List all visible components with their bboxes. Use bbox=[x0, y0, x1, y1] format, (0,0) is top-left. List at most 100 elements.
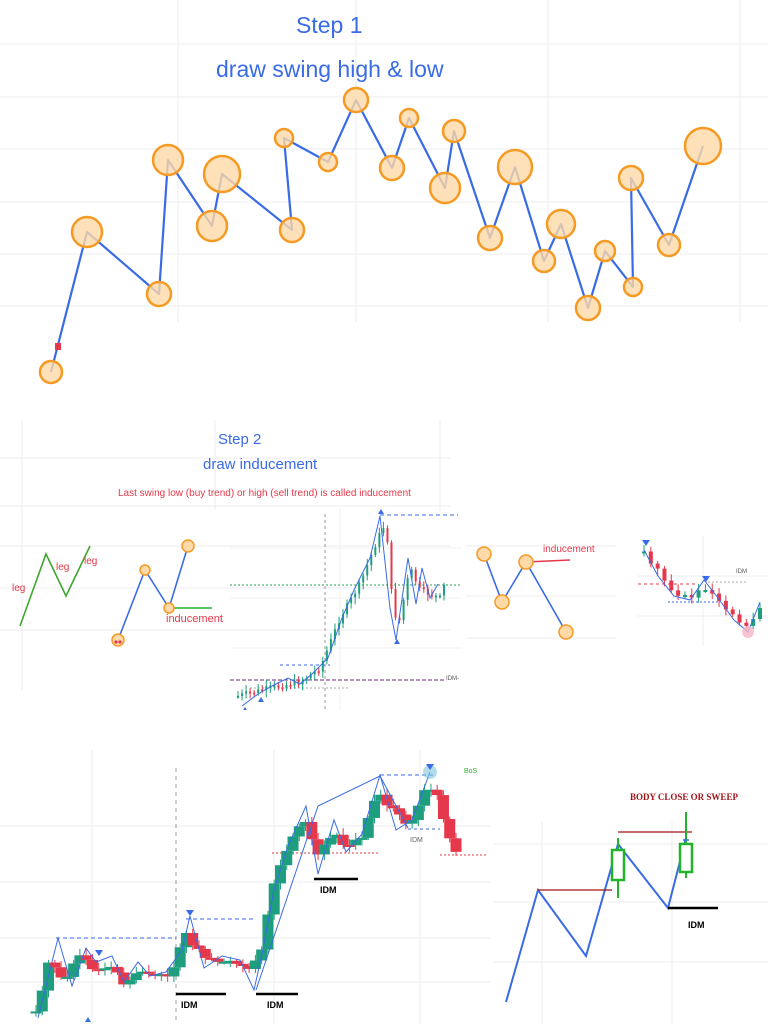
swing-point bbox=[545, 208, 577, 240]
candle bbox=[317, 671, 320, 674]
candle bbox=[293, 680, 296, 686]
swing-point bbox=[151, 143, 185, 177]
candle bbox=[406, 820, 418, 824]
tiny-candle bbox=[55, 343, 61, 350]
candle bbox=[412, 805, 424, 821]
candle bbox=[312, 839, 324, 855]
candle bbox=[400, 814, 412, 824]
swing-point bbox=[342, 86, 370, 114]
candle bbox=[287, 836, 299, 851]
candle bbox=[162, 974, 174, 977]
candle bbox=[751, 619, 756, 626]
candle bbox=[218, 961, 230, 964]
candle bbox=[410, 569, 413, 579]
candle bbox=[325, 650, 328, 661]
candle bbox=[281, 850, 293, 866]
swing-point bbox=[317, 151, 339, 173]
swing-point bbox=[278, 216, 306, 244]
candle bbox=[362, 575, 365, 583]
candle bbox=[329, 639, 332, 651]
candle bbox=[676, 590, 681, 596]
candle bbox=[281, 687, 284, 690]
candle bbox=[425, 789, 437, 792]
swing-point bbox=[378, 154, 406, 182]
candle bbox=[655, 563, 660, 569]
candle bbox=[124, 980, 136, 985]
candle bbox=[261, 689, 264, 692]
candle bbox=[394, 589, 397, 618]
candle bbox=[55, 967, 67, 978]
candle bbox=[378, 533, 381, 548]
candle bbox=[337, 834, 349, 845]
candle bbox=[262, 914, 274, 950]
step4-title: BODY CLOSE OR SWEEP bbox=[630, 792, 738, 802]
candle bbox=[249, 960, 261, 969]
candle bbox=[343, 844, 355, 847]
idm-label: IDM bbox=[410, 837, 423, 844]
candle bbox=[300, 821, 312, 827]
candle bbox=[285, 684, 288, 689]
candle bbox=[206, 957, 218, 960]
swing-point bbox=[273, 127, 295, 149]
candle bbox=[374, 547, 377, 555]
swing-point bbox=[139, 564, 151, 576]
idm-label: IDM bbox=[688, 920, 705, 930]
candle bbox=[419, 790, 431, 806]
candle bbox=[301, 680, 304, 685]
candle bbox=[366, 565, 369, 576]
candle bbox=[386, 528, 389, 543]
candle bbox=[155, 974, 167, 977]
candle bbox=[402, 599, 405, 621]
candle bbox=[212, 958, 224, 962]
candle bbox=[318, 844, 330, 855]
candle bbox=[406, 578, 409, 600]
candle bbox=[346, 603, 349, 615]
swing-point bbox=[622, 276, 644, 298]
swing-point bbox=[494, 594, 510, 610]
swing-point bbox=[398, 107, 420, 129]
swing-point bbox=[111, 633, 125, 647]
inducement-zigzag bbox=[117, 545, 189, 641]
candle bbox=[350, 597, 353, 604]
candle bbox=[744, 622, 749, 626]
candle bbox=[245, 691, 248, 694]
candle bbox=[730, 609, 735, 615]
candle bbox=[289, 684, 292, 687]
candle bbox=[241, 693, 244, 696]
candle bbox=[193, 945, 205, 949]
candle bbox=[723, 600, 728, 610]
candle bbox=[61, 976, 73, 979]
candle bbox=[118, 972, 130, 985]
step3-candle-chart: BoS IDM IDM IDM IDM bbox=[0, 750, 490, 1024]
swing-point bbox=[70, 215, 104, 249]
candle bbox=[49, 962, 61, 968]
candle bbox=[356, 837, 368, 840]
candle bbox=[358, 582, 361, 594]
step2-subtitle: draw inducement bbox=[203, 456, 318, 473]
step1-title: Step 1 bbox=[296, 12, 363, 38]
step1-subtitle: draw swing high & low bbox=[216, 56, 444, 82]
candle bbox=[422, 587, 425, 590]
candle bbox=[642, 551, 646, 554]
candle bbox=[277, 685, 280, 688]
step2-note: Last swing low (buy trend) or high (sell… bbox=[118, 488, 411, 499]
candle bbox=[443, 584, 445, 596]
candle bbox=[68, 963, 80, 977]
swing-point bbox=[476, 546, 492, 562]
leg-label: leg bbox=[56, 562, 70, 573]
leg-label: leg bbox=[12, 583, 26, 594]
candle bbox=[86, 959, 98, 970]
bos-label: BoS bbox=[464, 768, 478, 775]
candle bbox=[253, 692, 256, 695]
candle bbox=[199, 948, 211, 958]
candle bbox=[74, 955, 86, 964]
inducement-sketch: inducement bbox=[466, 526, 616, 650]
swing-point bbox=[531, 248, 557, 274]
swing-path-line bbox=[49, 98, 705, 373]
candle bbox=[257, 689, 260, 693]
candle bbox=[325, 837, 337, 845]
candle bbox=[331, 834, 343, 838]
swing-point bbox=[683, 126, 723, 166]
candle bbox=[265, 686, 268, 691]
swing-point bbox=[195, 209, 229, 243]
